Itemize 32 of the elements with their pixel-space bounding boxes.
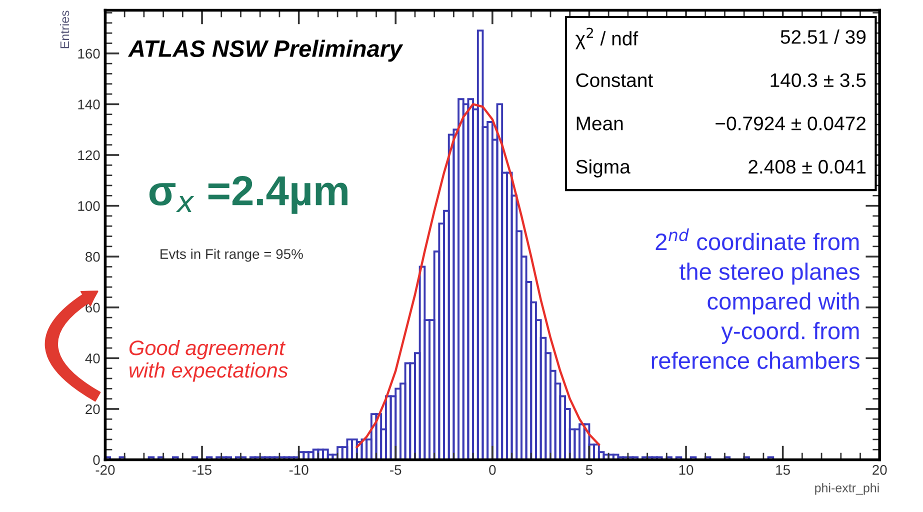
annotation: 2$^{nd}$ coordinate from <box>656 228 859 250</box>
y-tick-label: 140 <box>78 100 100 110</box>
x-axis-title: phi-extr_phi <box>815 483 879 495</box>
x-tick-label: 10 <box>679 465 694 475</box>
text: Sigma 2.408 ± 0.041 <box>576 159 866 178</box>
annotation: the stereo planes <box>679 262 860 285</box>
y-tick-label: 120 <box>78 150 100 160</box>
x-tick-label: -5 <box>390 465 402 475</box>
y-tick-label: 160 <box>78 48 100 59</box>
annotation: σ$_{x}$ =2.4µm <box>149 176 348 214</box>
text: Mean −0.7924 ± 0.0472 <box>576 116 866 130</box>
x-tick-label: 5 <box>586 465 592 475</box>
x-tick-label: -20 <box>96 465 115 475</box>
y-tick-label: 20 <box>86 404 100 414</box>
y-tick-label: 0 <box>93 455 100 465</box>
annotation: Evts in Fit range = 95% <box>160 248 303 262</box>
x-tick-label: -15 <box>192 465 212 475</box>
text: Constant 140.3 ± 3.5 <box>576 73 866 88</box>
y-tick-label: 80 <box>86 252 100 262</box>
annotation: Good agreement with expectations <box>129 340 288 382</box>
x-tick-label: 15 <box>776 465 790 475</box>
text: χ$^{2}$ / ndf 52.51 / 39 <box>575 28 866 50</box>
x-tick-label: 0 <box>489 465 496 475</box>
x-tick-label: -10 <box>289 465 308 475</box>
annotation: ATLAS NSW Preliminary <box>128 40 404 62</box>
y-axis-title: Entries <box>60 10 70 48</box>
annotation: reference chambers <box>652 352 860 370</box>
annotation: compared with <box>708 292 859 314</box>
annotation: y-coord. from <box>721 322 859 344</box>
y-tick-label: 100 <box>78 201 100 211</box>
y-tick-label: 40 <box>85 354 100 364</box>
x-tick-label: 20 <box>872 465 887 475</box>
